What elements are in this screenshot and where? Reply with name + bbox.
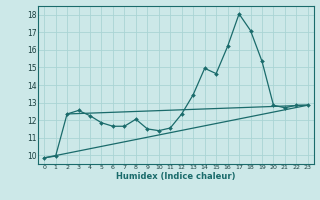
X-axis label: Humidex (Indice chaleur): Humidex (Indice chaleur) [116, 172, 236, 181]
